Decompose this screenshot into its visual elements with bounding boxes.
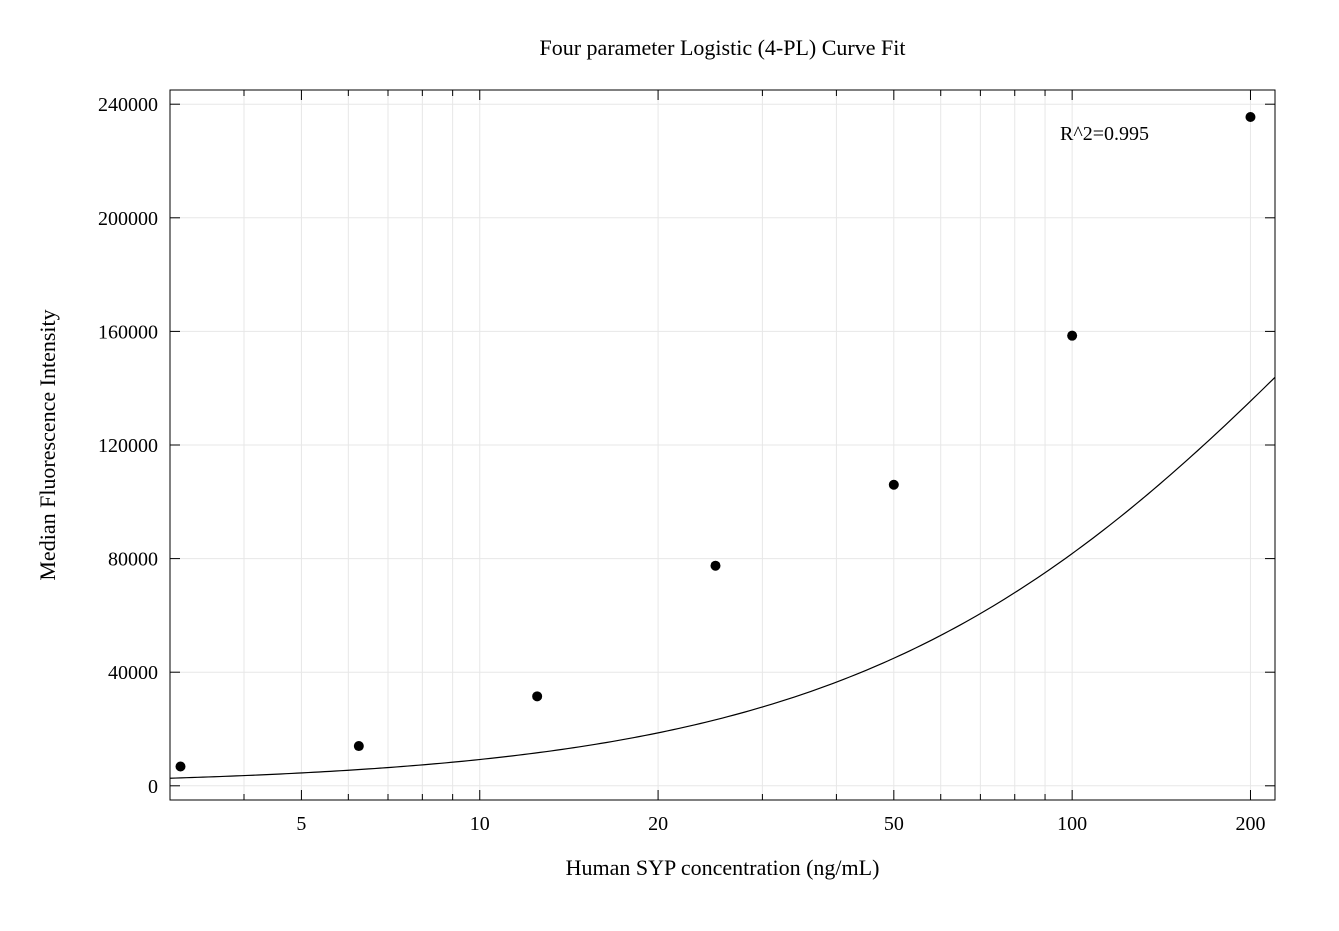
ytick-label: 160000 — [98, 321, 158, 343]
xtick-label: 10 — [470, 813, 490, 835]
data-point — [1067, 331, 1077, 341]
data-point — [176, 761, 186, 771]
chart-title: Four parameter Logistic (4-PL) Curve Fit — [540, 35, 906, 60]
r-squared-annotation: R^2=0.995 — [1060, 123, 1149, 145]
ytick-label: 80000 — [108, 549, 158, 571]
xtick-label: 20 — [648, 813, 668, 835]
data-point — [1245, 112, 1255, 122]
chart-svg: 5 10 20 50 100 200 0 40000 80000 120000 160000 2000… — [0, 0, 1339, 931]
ytick-label: 40000 — [108, 662, 158, 684]
xtick-label: 100 — [1057, 813, 1087, 835]
ytick-label: 120000 — [98, 435, 158, 457]
data-point — [889, 480, 899, 490]
xtick-label: 50 — [884, 813, 904, 835]
ytick-label: 240000 — [98, 94, 158, 116]
x-axis-label: Human SYP concentration (ng/mL) — [566, 855, 880, 880]
data-point — [532, 691, 542, 701]
xtick-label: 5 — [296, 813, 306, 835]
data-point — [354, 741, 364, 751]
chart-container: 5 10 20 50 100 200 0 40000 80000 120000 160000 2000… — [0, 0, 1339, 931]
xtick-label: 200 — [1235, 813, 1265, 835]
ytick-label: 200000 — [98, 208, 158, 230]
data-point — [710, 561, 720, 571]
y-axis-label: Median Fluorescence Intensity — [35, 309, 60, 580]
ytick-label: 0 — [148, 776, 158, 798]
